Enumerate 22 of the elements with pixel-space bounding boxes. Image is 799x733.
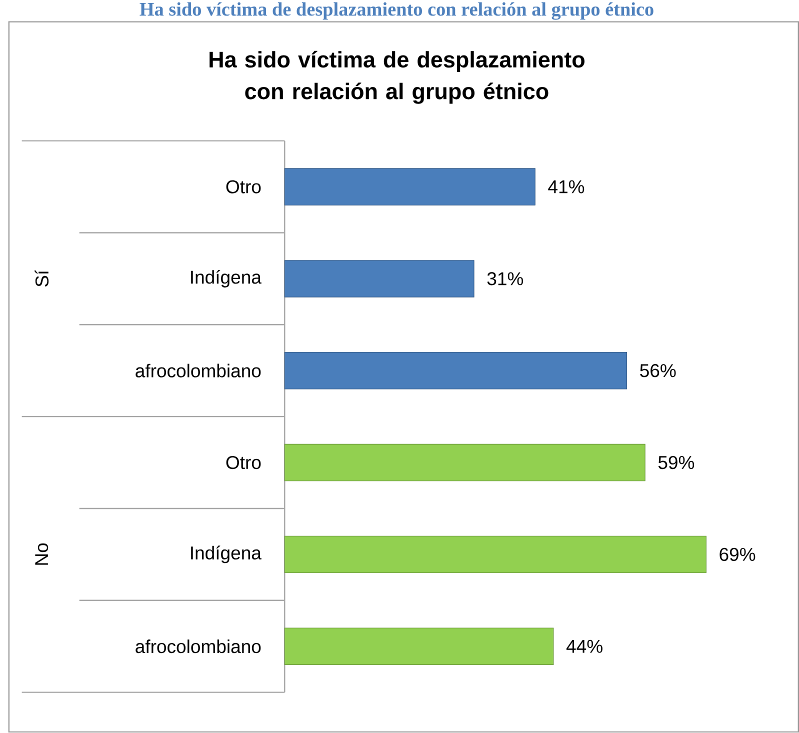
y-tick-label: afrocolombiano — [136, 640, 261, 654]
chart-title: Ha sido víctima de desplazamiento con relación al grupo étnico — [210, 51, 584, 104]
data-label: 59% — [658, 456, 694, 470]
bar — [284, 352, 628, 390]
data-label: 44% — [566, 640, 602, 654]
data-label: 56% — [640, 364, 676, 378]
bar — [284, 628, 554, 666]
bar — [284, 168, 536, 206]
text: Sí — [34, 270, 49, 287]
bar — [284, 444, 646, 482]
bar — [284, 260, 474, 298]
y-tick-label: Indígena — [191, 270, 262, 288]
text: Ha sido víctima de desplazamiento con relación al grupo étnico — [140, 2, 654, 20]
y-tick-label: Indígena — [191, 546, 262, 564]
y-tick-label: Otro — [226, 180, 261, 194]
y-tick-label: Otro — [226, 456, 261, 470]
bar — [284, 536, 706, 574]
data-label: 69% — [720, 548, 756, 562]
text: No — [35, 544, 48, 565]
data-label: 41% — [548, 180, 584, 194]
y-tick-label: afrocolombiano — [136, 364, 261, 378]
data-label: 31% — [487, 272, 524, 286]
